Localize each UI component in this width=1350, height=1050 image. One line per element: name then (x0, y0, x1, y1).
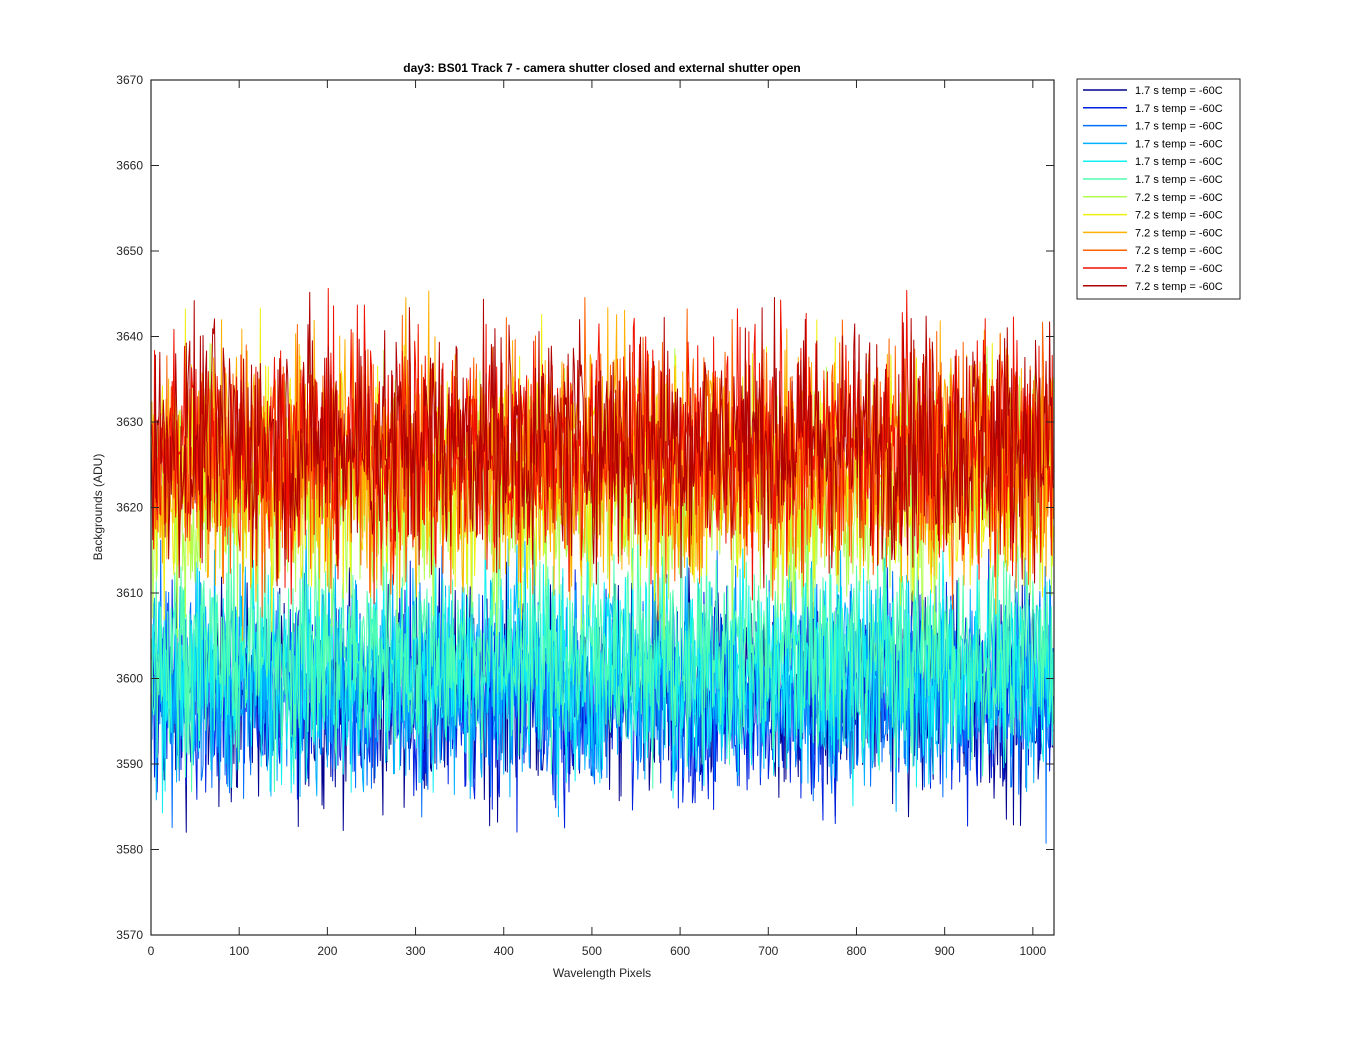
y-tick-label: 3670 (116, 73, 143, 87)
x-tick-label: 100 (229, 944, 249, 958)
legend-entries: 1.7 s temp = -60C 1.7 s temp = -60C 1.7 s … (1083, 85, 1223, 293)
x-tick-label: 900 (935, 944, 955, 958)
y-tick-label: 3630 (116, 415, 143, 429)
legend-label: 1.7 s temp = -60C (1135, 174, 1223, 186)
x-tick-label: 300 (406, 944, 426, 958)
legend-label: 7.2 s temp = -60C (1135, 192, 1223, 204)
legend-label: 1.7 s temp = -60C (1135, 85, 1223, 97)
x-axis: 0 100 200 300 400 500 600 700 800 900 1000 (148, 80, 1047, 958)
legend-label: 7.2 s temp = -60C (1135, 281, 1223, 293)
chart-title: day3: BS01 Track 7 - camera shutter clos… (403, 61, 800, 75)
y-tick-label: 3610 (116, 586, 143, 600)
legend-box (1076, 78, 1241, 300)
legend-label: 7.2 s temp = -60C (1135, 263, 1223, 275)
series-layer (150, 287, 1054, 844)
series-line-5 (150, 528, 1054, 814)
y-tick-label: 3600 (116, 672, 143, 686)
y-tick-label: 3640 (116, 330, 143, 344)
x-tick-label: 0 (148, 944, 155, 958)
y-tick-label: 3580 (116, 843, 143, 857)
x-tick-label: 1000 (1019, 944, 1046, 958)
y-axis-label: Backgrounds (ADU) (91, 454, 105, 561)
x-tick-label: 600 (670, 944, 690, 958)
legend-label: 1.7 s temp = -60C (1135, 156, 1223, 168)
x-tick-label: 400 (494, 944, 514, 958)
legend-label: 7.2 s temp = -60C (1135, 227, 1223, 239)
legend: 1.7 s temp = -60C 1.7 s temp = -60C 1.7 s … (1076, 78, 1241, 300)
x-tick-label: 200 (317, 944, 337, 958)
y-tick-label: 3590 (116, 757, 143, 771)
legend-label: 7.2 s temp = -60C (1135, 210, 1223, 222)
legend-label: 1.7 s temp = -60C (1135, 103, 1223, 115)
y-tick-label: 3660 (116, 159, 143, 173)
x-tick-label: 800 (846, 944, 866, 958)
y-tick-label: 3570 (116, 928, 143, 942)
y-tick-label: 3620 (116, 501, 143, 515)
legend-label: 7.2 s temp = -60C (1135, 245, 1223, 257)
plot-area: 0 100 200 300 400 500 600 700 800 900 1000 3570 358… (116, 73, 1055, 958)
legend-label: 1.7 s temp = -60C (1135, 121, 1223, 133)
series-line-6 (150, 510, 1054, 793)
series-line-12 (150, 291, 1054, 589)
y-axis: 3570 3580 3590 3600 3610 3620 3630 3640 3650 3660… (116, 73, 1054, 942)
x-tick-label: 500 (582, 944, 602, 958)
x-axis-label: Wavelength Pixels (553, 966, 651, 980)
x-tick-label: 700 (758, 944, 778, 958)
y-tick-label: 3650 (116, 244, 143, 258)
legend-label: 1.7 s temp = -60C (1135, 138, 1223, 150)
